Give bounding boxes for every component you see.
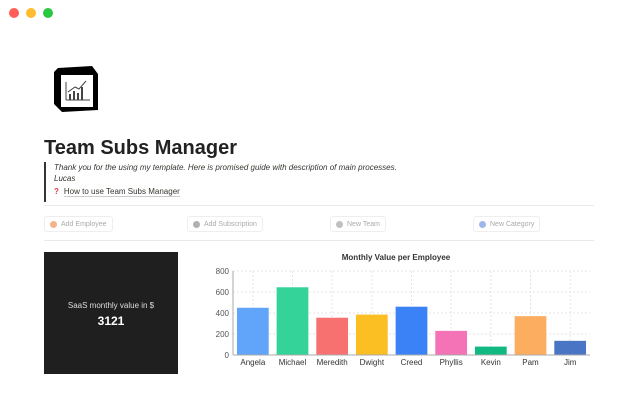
bar-dwight[interactable] <box>355 314 388 355</box>
bar-pam[interactable] <box>514 316 547 355</box>
plus-circle-icon <box>336 220 343 228</box>
plus-circle-icon <box>50 220 57 228</box>
chart-cube-icon <box>54 66 98 112</box>
quote-author: Lucas <box>54 174 76 183</box>
bar-michael[interactable] <box>276 287 309 355</box>
y-tick-label: 0 <box>225 351 230 360</box>
quote-text: Thank you for the using my template. Her… <box>54 163 397 172</box>
x-tick-label: Pam <box>522 358 539 367</box>
bar-creed[interactable] <box>395 306 428 355</box>
button-label: Add Subscription <box>204 220 257 228</box>
y-tick-label: 800 <box>216 267 230 276</box>
chart-title: Monthly Value per Employee <box>341 253 451 262</box>
x-tick-label: Kevin <box>481 358 501 367</box>
close-button[interactable] <box>9 8 19 18</box>
bar-jim[interactable] <box>554 340 587 355</box>
add-employee-button[interactable]: Add Employee <box>44 216 113 232</box>
y-tick-label: 200 <box>216 330 230 339</box>
button-label: New Team <box>347 220 380 228</box>
saas-value-card: SaaS monthly value in $ 3121 <box>44 252 178 374</box>
x-tick-label: Creed <box>401 358 423 367</box>
bar-kevin[interactable] <box>474 346 507 355</box>
quote-block: Thank you for the using my template. Her… <box>44 162 397 202</box>
bar-phyllis[interactable] <box>435 330 468 355</box>
plus-circle-icon <box>193 220 200 228</box>
divider <box>44 240 594 241</box>
divider <box>44 205 594 206</box>
card-value: 3121 <box>97 314 125 328</box>
button-label: Add Employee <box>61 220 107 228</box>
guide-link-label: How to use Team Subs Manager <box>63 187 180 197</box>
button-label: New Category <box>490 220 535 228</box>
y-tick-label: 400 <box>216 309 230 318</box>
y-tick-label: 600 <box>216 288 230 297</box>
page-title: Team Subs Manager <box>44 137 238 159</box>
add-subscription-button[interactable]: Add Subscription <box>187 216 263 232</box>
x-tick-label: Angela <box>240 358 265 367</box>
x-tick-label: Meredith <box>317 358 348 367</box>
new-category-button[interactable]: New Category <box>473 216 541 232</box>
plus-circle-icon <box>479 220 486 228</box>
question-mark-icon: ? <box>54 187 59 196</box>
card-label: SaaS monthly value in $ <box>67 301 155 310</box>
bar-meredith[interactable] <box>316 317 349 355</box>
window-controls <box>9 8 53 18</box>
x-tick-label: Phyllis <box>440 358 463 367</box>
x-tick-label: Michael <box>279 358 307 367</box>
guide-link[interactable]: ? How to use Team Subs Manager <box>54 187 180 197</box>
x-tick-label: Dwight <box>360 358 385 367</box>
maximize-button[interactable] <box>43 8 53 18</box>
x-tick-label: Jim <box>564 358 577 367</box>
minimize-button[interactable] <box>26 8 36 18</box>
bar-angela[interactable] <box>236 307 269 355</box>
new-team-button[interactable]: New Team <box>330 216 386 232</box>
